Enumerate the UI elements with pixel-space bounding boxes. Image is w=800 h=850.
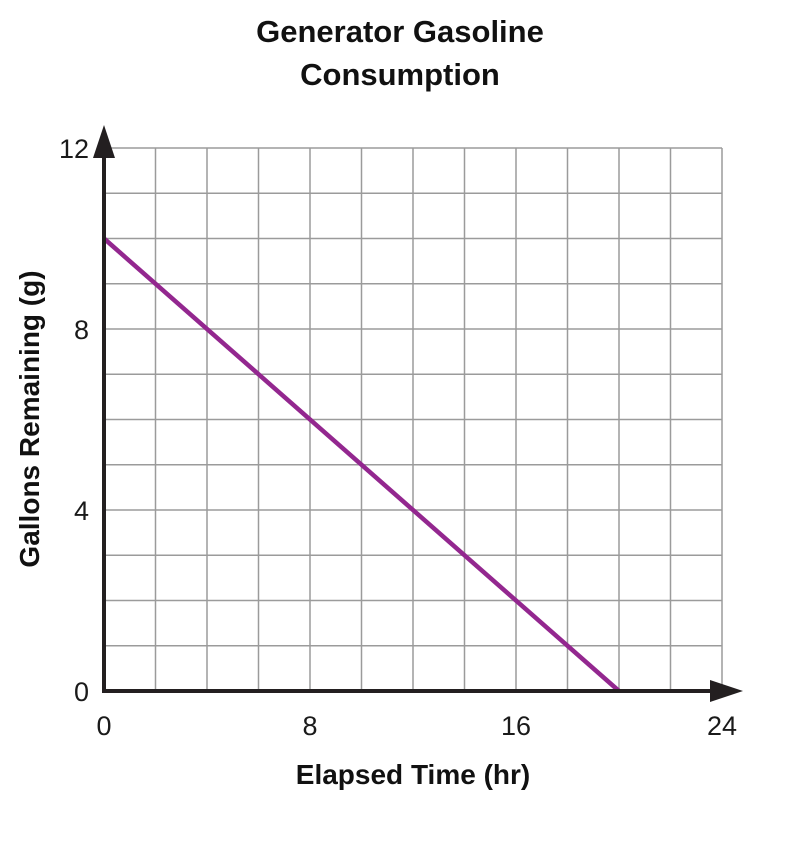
x-axis-title: Elapsed Time (hr)	[295, 759, 531, 790]
y-axis-arrow	[93, 125, 115, 158]
chart-title-line2: Consumption	[300, 57, 500, 92]
x-tick-label: 0	[96, 711, 111, 741]
x-tick-label: 24	[707, 711, 737, 741]
chart-title-line1: Generator Gasoline	[256, 14, 544, 49]
x-axis-arrow	[710, 680, 743, 702]
y-tick-label: 0	[74, 677, 89, 707]
chart-title: Generator Gasoline Consumption	[0, 10, 800, 96]
data-line-gallons-remaining	[102, 236, 621, 693]
x-tick-label: 16	[501, 711, 531, 741]
y-tick-label: 4	[74, 496, 89, 526]
x-tick-label: 8	[302, 711, 317, 741]
y-tick-label: 8	[74, 315, 89, 345]
y-tick-label: 12	[59, 134, 89, 164]
